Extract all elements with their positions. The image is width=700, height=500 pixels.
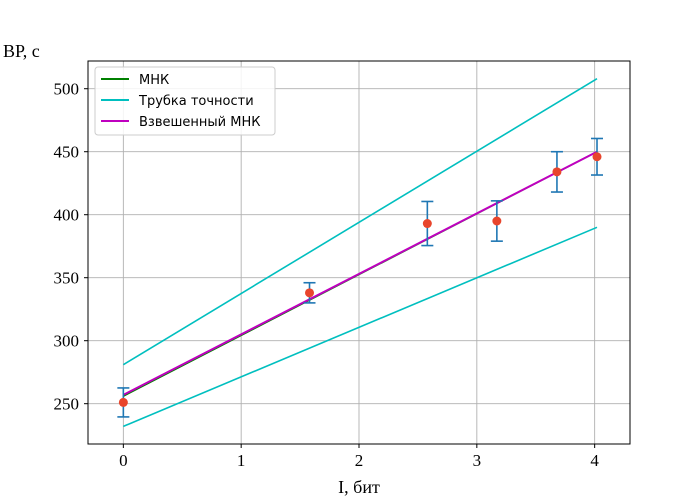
data-point bbox=[422, 219, 432, 229]
series bbox=[122, 77, 598, 428]
y-tick-label: 400 bbox=[54, 206, 80, 225]
x-axis-label: I, бит bbox=[338, 477, 380, 497]
data-point bbox=[118, 397, 128, 407]
y-tick-label: 350 bbox=[54, 269, 80, 288]
band-upper-line bbox=[122, 77, 598, 366]
y-tick-label: 450 bbox=[54, 143, 80, 162]
y-tick-label: 250 bbox=[54, 395, 80, 414]
legend-label-wls: Взвешенный МНК bbox=[139, 115, 260, 130]
legend-label-band: Трубка точности bbox=[138, 94, 254, 109]
band-lower-line bbox=[123, 226, 598, 428]
legend: МНК Трубка точности Взвешенный МНК bbox=[94, 66, 276, 136]
x-tick-label: 0 bbox=[119, 451, 128, 470]
x-tick-label: 1 bbox=[237, 451, 246, 470]
wls-line bbox=[122, 150, 598, 396]
data-point bbox=[592, 152, 602, 162]
legend-box bbox=[94, 66, 276, 136]
y-tick-label: 300 bbox=[54, 332, 80, 351]
data-point bbox=[305, 288, 315, 298]
data-point bbox=[492, 216, 502, 226]
x-tick-label: 3 bbox=[473, 451, 482, 470]
x-tick-label: 4 bbox=[590, 451, 599, 470]
x-tick-label: 2 bbox=[355, 451, 364, 470]
ticks: 0 1 2 3 4 250 300 350 400 450 500 bbox=[54, 80, 600, 470]
y-tick-label: 500 bbox=[54, 80, 80, 99]
y-axis-label: ВР, с bbox=[3, 41, 40, 61]
data-points bbox=[117, 137, 604, 418]
data-point bbox=[552, 167, 562, 177]
legend-label-ols: МНК bbox=[139, 73, 169, 88]
